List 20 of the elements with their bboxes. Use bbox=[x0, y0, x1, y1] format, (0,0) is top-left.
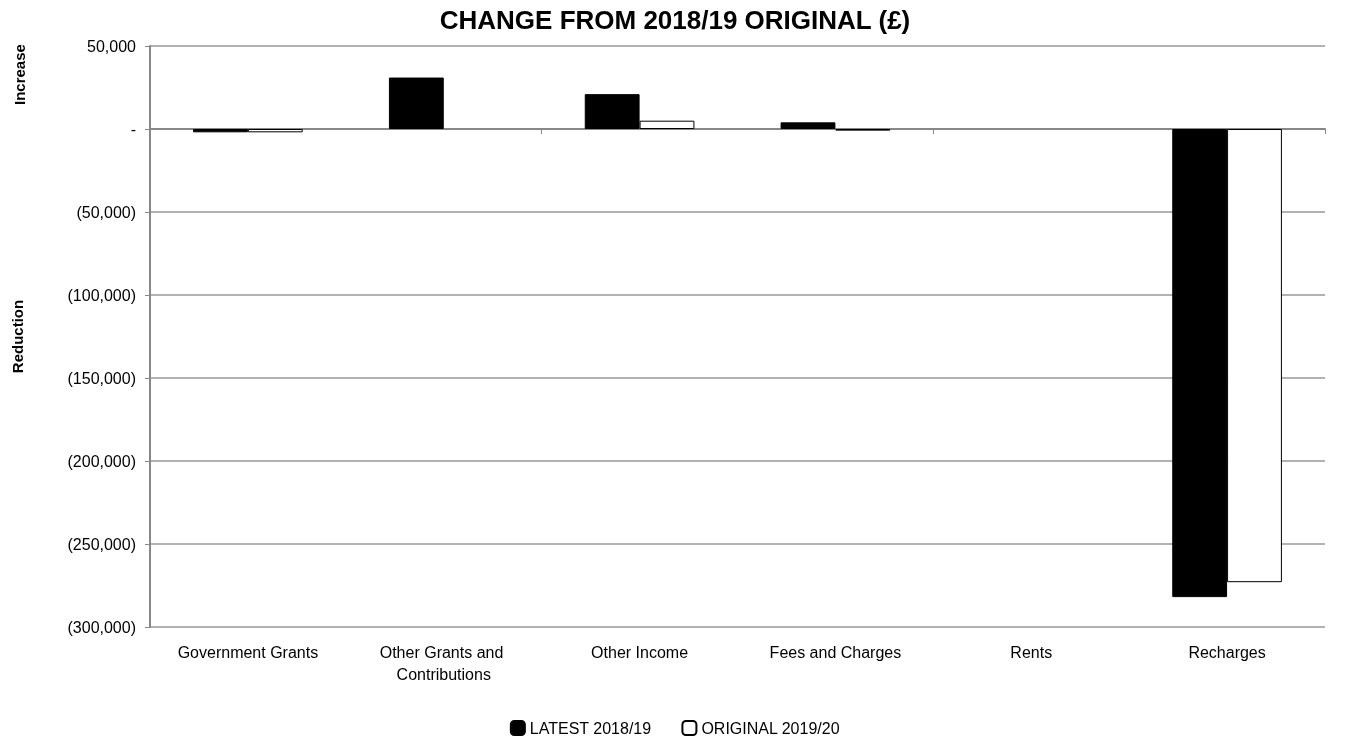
y-tick-label: (250,000) bbox=[67, 535, 136, 553]
legend-label: LATEST 2018/19 bbox=[529, 719, 652, 737]
y-tick-label: (200,000) bbox=[67, 452, 136, 470]
x-tick-label: Fees and Charges bbox=[769, 643, 902, 661]
x-tick-label: Rents bbox=[1010, 643, 1053, 661]
chart-title: CHANGE FROM 2018/19 ORIGINAL (£) bbox=[439, 5, 911, 35]
y-tick-label: 50,000 bbox=[87, 37, 137, 55]
y-tick-label: (300,000) bbox=[67, 618, 136, 636]
x-tick-label: Government Grants bbox=[177, 643, 319, 661]
y-tick-label: - bbox=[130, 120, 136, 138]
y-tick-label: (100,000) bbox=[67, 286, 136, 304]
y-tick-label: (50,000) bbox=[76, 203, 136, 221]
x-tick-label: Other Income bbox=[591, 643, 689, 661]
y-tick-label: (150,000) bbox=[67, 369, 136, 387]
y-axis-title: Reduction bbox=[9, 299, 26, 374]
x-tick-label: Other Grants and Contributions bbox=[379, 643, 508, 683]
x-tick-label: Recharges bbox=[1188, 643, 1266, 661]
text: Increase bbox=[11, 44, 28, 105]
bar bbox=[388, 77, 444, 129]
legend-label: ORIGINAL 2019/20 bbox=[701, 719, 840, 737]
